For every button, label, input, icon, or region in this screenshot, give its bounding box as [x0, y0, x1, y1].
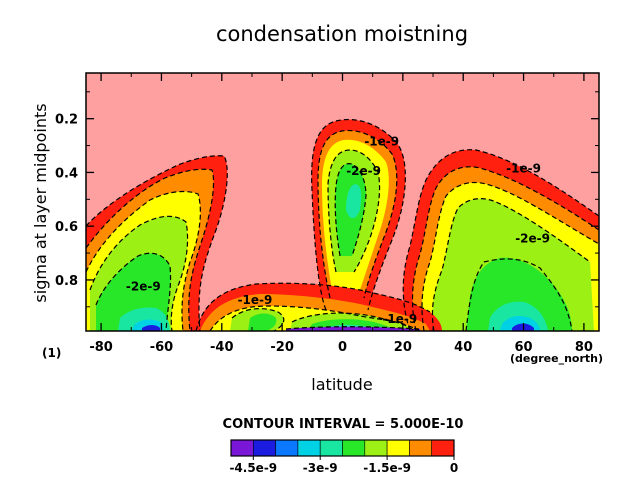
contour-center-1: [311, 118, 406, 311]
contour-lines: [86, 118, 599, 331]
colorbar-tick-label: -4.5e-9: [229, 461, 277, 475]
y-units-label: (1): [42, 346, 61, 360]
colorbar-swatch: [386, 439, 410, 457]
x-tick-label: 20: [394, 340, 412, 355]
y-tick-label: 0.2: [55, 113, 78, 128]
colorbar-tick-label: -3e-9: [303, 461, 338, 475]
contour-label: -2e-9: [346, 164, 381, 178]
x-tick-label: -80: [89, 340, 113, 355]
contour-band-3: [231, 308, 285, 331]
contour-label-layer: -2e-9 -1e-9 -2e-9 -1e-9 -1e-9 -2e-9 -1e-9: [126, 135, 550, 326]
x-tick-label: -40: [210, 340, 234, 355]
colorbar-swatch: [409, 439, 432, 457]
contour-sw-5: [95, 252, 172, 331]
contour-band-5: [285, 326, 421, 330]
y-tick-label: 0.6: [55, 220, 78, 235]
contour-sw-4: [89, 215, 189, 331]
x-axis: -80 -60 -40 -20 0 20 40 60 80: [89, 73, 593, 355]
colorbar-swatch: [342, 439, 366, 457]
colorbar-tick-label: -1.5e-9: [363, 461, 411, 475]
region-center-seagreen: [346, 184, 362, 219]
contour-ne-2: [411, 166, 599, 331]
contour-sw-3: [86, 190, 201, 331]
y-axis: 0.2 0.4 0.6 0.8: [55, 91, 599, 308]
colorbar-swatch: [230, 439, 254, 457]
contour-label: -2e-9: [515, 231, 550, 245]
contour-sw-2: [86, 168, 215, 331]
contour-center-3: [327, 149, 381, 273]
x-tick-label: 80: [575, 340, 593, 355]
colorbar-swatch: [319, 439, 343, 457]
y-tick-label: 0.4: [55, 166, 78, 181]
colorbar-tick-label: 0: [450, 461, 458, 475]
contour-band-2: [209, 305, 421, 331]
x-units-label: (degree_north): [510, 352, 603, 365]
plot-area: -2e-9 -1e-9 -2e-9 -1e-9 -1e-9 -2e-9 -1e-9: [86, 73, 599, 331]
y-tick-label: 0.8: [55, 274, 78, 289]
x-axis-title: latitude: [311, 375, 372, 394]
contour-ne-3: [421, 181, 599, 331]
contour-ne-5: [465, 258, 573, 331]
region-ne-green: [466, 257, 572, 331]
colorbar-swatch: [431, 439, 455, 457]
x-tick-label: -60: [150, 340, 174, 355]
contour-band-4: [291, 312, 415, 331]
colorbar: -4.5e-9 -3e-9 -1.5e-9 0: [229, 439, 458, 475]
chart-title: condensation moistning: [216, 22, 468, 46]
contour-label: -1e-9: [506, 161, 541, 175]
colorbar-swatch: [297, 439, 321, 457]
x-tick-label: 60: [515, 340, 533, 355]
x-tick-label: -20: [270, 340, 294, 355]
contour-center-4: [334, 163, 367, 257]
contour-ne-4: [431, 198, 591, 331]
x-tick-label: 40: [454, 340, 472, 355]
contour-center-2: [317, 129, 398, 299]
contour-label: -1e-9: [382, 312, 417, 326]
contour-interval-note: CONTOUR INTERVAL = 5.000E-10: [223, 417, 464, 432]
region-sw-blue: [142, 325, 160, 331]
contour-band-1: [195, 282, 431, 331]
colorbar-swatch: [253, 439, 276, 457]
contour-label: -2e-9: [126, 280, 161, 294]
colorbar-swatch: [364, 439, 388, 457]
x-tick-label: 0: [338, 340, 347, 355]
contour-ne-1: [402, 149, 599, 331]
y-axis-title: sigma at layer midpoints: [31, 103, 50, 302]
colorbar-swatch: [275, 439, 299, 457]
contour-label: -1e-9: [364, 135, 399, 149]
colorbar-frame: [230, 439, 455, 457]
contour-label: -1e-9: [238, 293, 273, 307]
region-band-green: [248, 313, 277, 331]
